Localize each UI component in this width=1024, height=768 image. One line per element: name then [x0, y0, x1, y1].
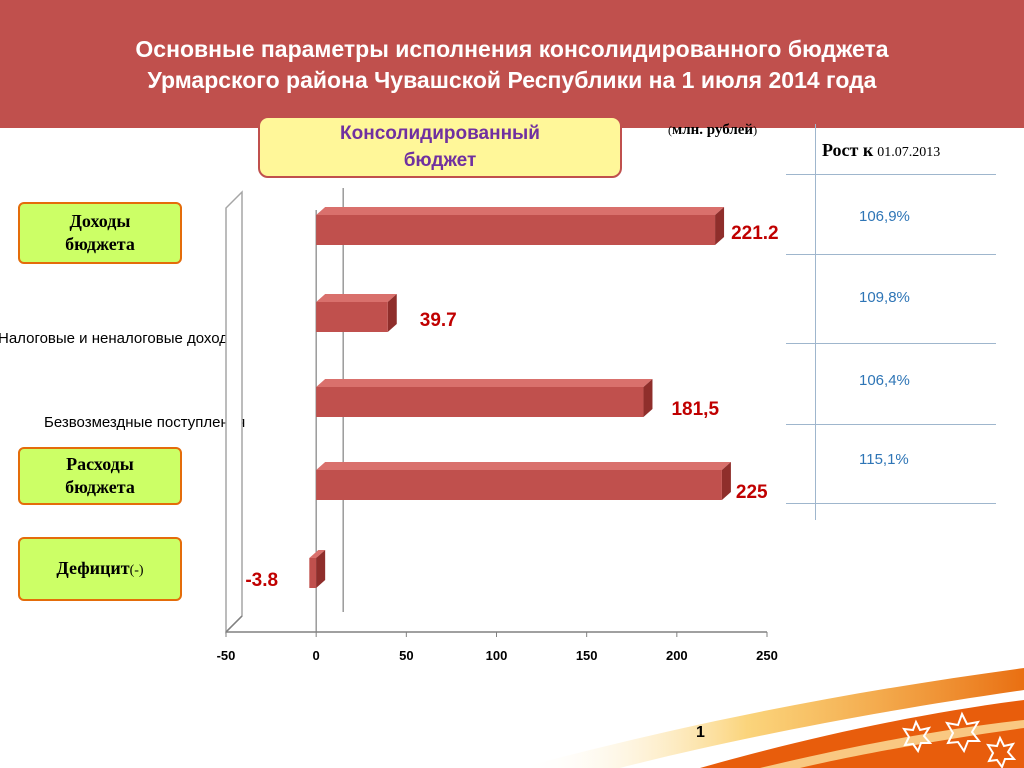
income-label-box: Доходы бюджета [18, 202, 182, 264]
bar-front [316, 302, 388, 332]
bar-side [643, 379, 653, 417]
growth-table-hline [786, 503, 996, 504]
bar [316, 207, 725, 245]
bar-top [309, 550, 326, 558]
title-line-2: Урмарского района Чувашской Республики н… [147, 67, 877, 93]
x-tick-label: 250 [756, 648, 778, 663]
growth-table-hline [786, 254, 996, 255]
floor-edge [225, 615, 243, 633]
bar-side [721, 462, 731, 500]
bar-front [316, 470, 722, 500]
bar [316, 294, 397, 332]
growth-header: Рост к 01.07.2013 [822, 140, 940, 161]
x-tick-label: -50 [217, 648, 236, 663]
bar [309, 550, 326, 588]
bar-top [316, 294, 397, 302]
growth-table-hline [786, 424, 996, 425]
title-banner [0, 0, 1024, 128]
page-number: 1 [696, 724, 705, 741]
tax-category-label: Налоговые и неналоговые доходы [0, 330, 239, 347]
x-tick-label: 50 [399, 648, 413, 663]
bar-value-label: 39.7 [420, 310, 457, 331]
bar-side [715, 207, 725, 245]
bar [316, 379, 653, 417]
budget-box-line-2: бюджет [403, 150, 477, 171]
bar-side [316, 550, 326, 588]
bar [316, 462, 731, 500]
bar-side [387, 294, 397, 332]
x-tick-label: 150 [576, 648, 598, 663]
x-tick-label: 0 [313, 648, 320, 663]
bar-front [316, 215, 716, 245]
bar-top [316, 207, 725, 215]
bar-front [309, 558, 317, 588]
bar-value-label: -3.8 [245, 570, 278, 591]
units-label: (млн. рублей) [668, 122, 758, 138]
bar-value-label: 225 [736, 482, 768, 503]
chart-bars: 221.2 39.7 181,5 225 -3.8 [245, 207, 779, 591]
bar-value-label: 221.2 [731, 223, 779, 244]
deficit-label-box: Дефицит(-) [18, 537, 182, 601]
growth-header-label: Рост к [822, 140, 874, 160]
growth-value-income: 106,9% [859, 208, 910, 225]
x-tick-label: 200 [666, 648, 688, 663]
growth-table: 106,9% 109,8% 106,4% 115,1% [786, 124, 996, 520]
growth-table-hline [786, 174, 996, 175]
growth-value-gratuitous: 106,4% [859, 372, 910, 389]
bar-top [316, 462, 731, 470]
bar-top [316, 379, 653, 387]
gratuitous-category-label: Безвозмездные поступления [44, 414, 246, 431]
chart-back-wall [225, 190, 243, 634]
expenses-label-box: Расходы бюджета [18, 447, 182, 505]
growth-table-hline [786, 343, 996, 344]
x-tick-label: 100 [486, 648, 508, 663]
title-line-1: Основные параметры исполнения консолидир… [135, 36, 889, 62]
chart-ticks: -50 0 50 100 150 200 250 [217, 632, 778, 663]
slide-title: Основные параметры исполнения консолидир… [20, 34, 1004, 96]
budget-box-line-1: Консолидированный [340, 123, 540, 144]
growth-table-vline [815, 124, 816, 520]
growth-header-date: 01.07.2013 [877, 145, 941, 160]
growth-value-tax: 109,8% [859, 289, 910, 306]
bar-front [316, 387, 644, 417]
consolidated-budget-box: Консолидированный бюджет [258, 116, 622, 178]
growth-value-expenses: 115,1% [859, 451, 909, 468]
bar-value-label: 181,5 [671, 399, 719, 420]
